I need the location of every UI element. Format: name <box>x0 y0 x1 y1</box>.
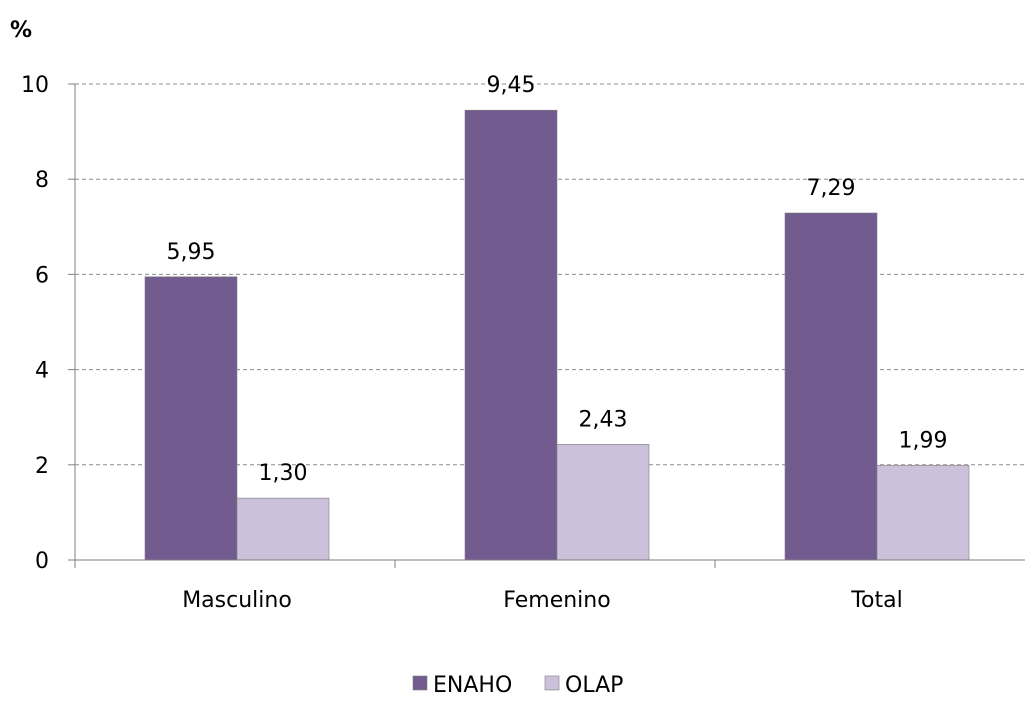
data-label-enaho-masculino: 5,95 <box>167 240 216 265</box>
legend-label-enaho: ENAHO <box>433 673 512 698</box>
bar-olap-femenino <box>556 444 650 561</box>
y-axis-ticks: 0 2 4 6 8 10 <box>21 73 75 574</box>
data-labels: 5,95 1,30 9,45 2,43 7,29 1,99 <box>167 73 948 486</box>
category-labels: Masculino Femenino Total <box>182 588 902 613</box>
y-tick-label-0: 0 <box>35 549 49 574</box>
data-label-enaho-total: 7,29 <box>807 176 856 201</box>
bar-enaho-total <box>784 212 878 561</box>
category-label-total: Total <box>850 588 902 613</box>
y-axis-unit-label: % <box>10 18 32 43</box>
legend-swatch-olap <box>544 675 560 691</box>
y-tick-label-6: 6 <box>35 263 49 288</box>
bar-olap-masculino <box>236 497 330 561</box>
legend-label-olap: OLAP <box>565 673 623 698</box>
bar-olap-total <box>876 464 970 561</box>
y-tick-label-10: 10 <box>21 73 49 98</box>
category-label-femenino: Femenino <box>503 588 610 613</box>
y-tick-label-8: 8 <box>35 168 49 193</box>
data-label-enaho-femenino: 9,45 <box>487 73 536 98</box>
bars <box>144 109 970 561</box>
y-tick-label-2: 2 <box>35 454 49 479</box>
data-label-olap-masculino: 1,30 <box>259 461 308 486</box>
axes <box>74 84 1025 568</box>
category-label-masculino: Masculino <box>182 588 292 613</box>
legend: ENAHO OLAP <box>412 673 623 698</box>
legend-swatch-enaho <box>412 675 428 691</box>
data-label-olap-femenino: 2,43 <box>579 407 628 432</box>
y-tick-label-4: 4 <box>35 359 49 384</box>
bar-enaho-femenino <box>464 109 558 561</box>
data-label-olap-total: 1,99 <box>899 428 948 453</box>
bar-enaho-masculino <box>144 276 238 561</box>
